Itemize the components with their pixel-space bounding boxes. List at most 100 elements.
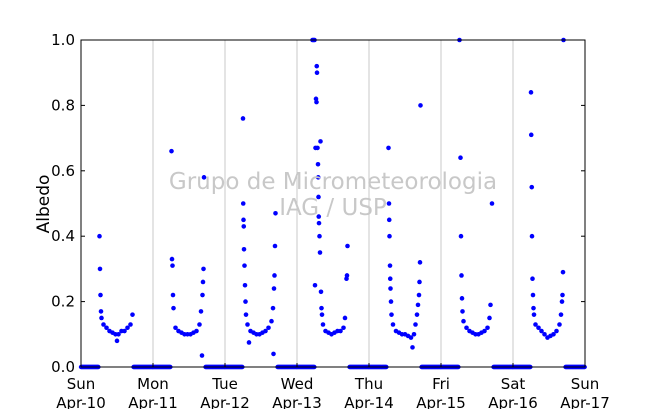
data-point [531,312,537,317]
data-point [104,325,109,331]
data-point [242,263,247,268]
x-tick-day: Sat [501,375,526,393]
y-tick-label: 0.2 [51,293,75,311]
nighttime-zero-points [78,364,587,370]
data-point [529,233,535,239]
x-tick-date: Apr-13 [272,394,322,409]
data-point [539,328,544,334]
data-point [554,328,559,334]
data-point [464,325,469,331]
data-point [389,312,394,317]
data-point [388,286,393,291]
data-point [387,233,392,239]
data-point [558,312,564,317]
data-point [201,266,206,272]
data-point [551,332,556,337]
data-point [241,246,247,252]
data-point [315,175,321,180]
data-point [314,63,320,69]
x-tick-date: Apr-16 [488,394,538,409]
data-point [533,322,538,327]
data-point [459,273,464,278]
data-point [169,148,174,154]
data-point [390,322,396,327]
data-point [560,292,565,298]
x-tick-day: Fri [432,375,450,393]
data-point [314,70,320,75]
data-point [242,282,248,288]
data-point [273,211,278,216]
x-tick-date: Apr-10 [56,394,106,409]
data-point [530,276,535,282]
data-point [417,279,422,285]
data-point [318,139,323,144]
data-point [314,99,319,105]
data-point [270,305,276,311]
data-point [246,340,252,345]
data-point [315,161,321,167]
data-point [341,325,346,331]
data-point [320,322,326,327]
data-point [200,292,205,298]
data-point [415,302,421,308]
data-point [528,90,534,95]
data-point [557,322,562,327]
watermark-line-2: IAG / USP [279,195,387,221]
data-point [317,233,322,239]
data-point [316,220,322,226]
y-tick-label: 0.6 [51,162,75,180]
data-point [345,243,350,249]
data-point [98,309,104,314]
data-point [410,345,415,350]
data-point [271,351,276,357]
x-axis: SunApr-10MonApr-11TueApr-12WedApr-13ThuA… [56,363,610,409]
data-point [272,243,278,249]
data-point [99,315,104,321]
y-tick-label: 0.0 [51,358,75,376]
data-point [194,328,199,334]
y-tick-label: 1.0 [51,31,75,49]
data-point [536,325,541,331]
data-point [414,312,420,317]
data-point [170,263,175,268]
data-point [201,175,207,180]
data-point [461,318,466,324]
data-point [263,328,268,334]
x-tick-date: Apr-11 [128,394,178,409]
data-point [101,322,106,327]
data-point [408,335,414,340]
y-tick-label: 0.4 [51,227,75,245]
data-point [485,325,490,331]
data-point [386,145,391,151]
data-point [488,302,493,308]
data-point [319,305,324,311]
data-point [459,296,465,301]
data-point [97,266,103,272]
data-point [416,292,422,298]
vertical-grid-lines [152,40,514,367]
data-point [125,325,130,331]
data-point [542,332,547,337]
data-point [171,305,176,311]
data-point [240,116,246,121]
data-point [319,312,325,317]
plot-frame [80,39,586,368]
data-point [272,273,277,278]
data-point [198,309,204,314]
plot-background [81,40,585,367]
data-point [243,312,249,317]
data-point [312,282,318,288]
x-tick-date: Apr-12 [200,394,250,409]
data-point [487,315,492,321]
watermark-line-1: Grupo de Micrometeorologia [169,169,497,195]
data-point [386,201,392,206]
data-point [489,201,495,206]
data-point [241,224,247,229]
data-point [531,305,536,311]
data-point [169,256,175,262]
data-point [342,315,348,321]
data-point [316,194,321,200]
x-tick-day: Sun [67,375,96,393]
data-point [560,269,566,275]
